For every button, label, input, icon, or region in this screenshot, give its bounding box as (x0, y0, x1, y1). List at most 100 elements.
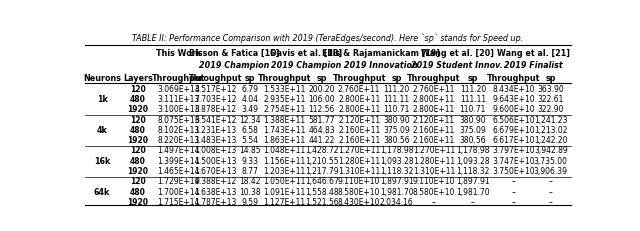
Text: 1.310E+11: 1.310E+11 (338, 167, 380, 176)
Text: 480: 480 (130, 188, 146, 197)
Text: 9.110E+10: 9.110E+10 (413, 177, 455, 186)
Text: 3.111E+13: 3.111E+13 (157, 95, 200, 104)
Text: 1,897.91: 1,897.91 (456, 177, 490, 186)
Text: –: – (549, 188, 553, 197)
Text: 2.800E+11: 2.800E+11 (338, 95, 380, 104)
Text: 1.729E+14: 1.729E+14 (157, 177, 200, 186)
Text: 12.34: 12.34 (239, 116, 261, 125)
Text: 2.160E+11: 2.160E+11 (338, 136, 380, 145)
Text: –: – (511, 177, 515, 186)
Text: 1,118.32: 1,118.32 (456, 167, 490, 176)
Text: 1,521.56: 1,521.56 (305, 198, 339, 207)
Text: 1.497E+14: 1.497E+14 (157, 146, 200, 155)
Text: 1.700E+14: 1.700E+14 (157, 188, 200, 197)
Text: Throughput: Throughput (258, 74, 311, 83)
Text: 1,217.79: 1,217.79 (305, 167, 339, 176)
Text: 3.100E+13: 3.100E+13 (157, 105, 200, 114)
Text: 2,034.16: 2,034.16 (380, 198, 413, 207)
Text: 1.156E+11: 1.156E+11 (263, 157, 305, 166)
Text: 1,178.98: 1,178.98 (380, 146, 413, 155)
Text: –: – (549, 177, 553, 186)
Text: –: – (432, 198, 436, 207)
Text: 1.483E+13: 1.483E+13 (195, 136, 237, 145)
Text: 120: 120 (130, 146, 146, 155)
Text: sp: sp (317, 74, 327, 83)
Text: –: – (471, 198, 475, 207)
Text: 1.048E+11: 1.048E+11 (263, 146, 305, 155)
Text: 9.643E+10: 9.643E+10 (492, 95, 534, 104)
Text: 1,428.72: 1,428.72 (305, 146, 339, 155)
Text: 1,093.28: 1,093.28 (456, 157, 490, 166)
Text: 1,558.48: 1,558.48 (305, 188, 339, 197)
Text: 10.38: 10.38 (239, 188, 261, 197)
Text: 8.220E+13: 8.220E+13 (157, 136, 200, 145)
Text: 2.120E+11: 2.120E+11 (413, 116, 455, 125)
Text: 1.399E+14: 1.399E+14 (157, 157, 200, 166)
Text: 1920: 1920 (127, 167, 148, 176)
Text: Throughput: Throughput (407, 74, 461, 83)
Text: 2019 Innovation: 2019 Innovation (344, 61, 418, 70)
Text: 1.388E+11: 1.388E+11 (263, 116, 305, 125)
Text: sp: sp (545, 74, 556, 83)
Text: 3,942.89: 3,942.89 (534, 146, 568, 155)
Text: –: – (549, 198, 553, 207)
Text: 120: 120 (130, 116, 146, 125)
Text: Wang et al. [21]: Wang et al. [21] (497, 49, 570, 58)
Text: 2.160E+11: 2.160E+11 (413, 136, 455, 145)
Text: 380.90: 380.90 (460, 116, 486, 125)
Text: 1.270E+11: 1.270E+11 (413, 146, 455, 155)
Text: 1,241.23: 1,241.23 (534, 116, 568, 125)
Text: This Work: This Work (156, 49, 201, 58)
Text: 14.85: 14.85 (239, 146, 261, 155)
Text: 2.800E+11: 2.800E+11 (413, 95, 455, 104)
Text: 8.434E+10: 8.434E+10 (492, 85, 534, 94)
Text: 4.517E+12: 4.517E+12 (195, 85, 237, 94)
Text: 2.800E+11: 2.800E+11 (413, 105, 455, 114)
Text: 8.878E+12: 8.878E+12 (195, 105, 237, 114)
Text: 375.09: 375.09 (383, 126, 410, 135)
Text: 1,646.67: 1,646.67 (305, 177, 339, 186)
Text: 106.00: 106.00 (308, 95, 335, 104)
Text: 3,735.00: 3,735.00 (534, 157, 568, 166)
Text: 1.280E+11: 1.280E+11 (413, 157, 455, 166)
Text: 1.670E+13: 1.670E+13 (195, 167, 237, 176)
Text: 2.160E+11: 2.160E+11 (338, 126, 380, 135)
Text: 1.008E+13: 1.008E+13 (195, 146, 237, 155)
Text: 9.388E+12: 9.388E+12 (195, 177, 237, 186)
Text: sp: sp (391, 74, 402, 83)
Text: 1.787E+13: 1.787E+13 (195, 198, 237, 207)
Text: 480: 480 (130, 95, 146, 104)
Text: 375.09: 375.09 (460, 126, 486, 135)
Text: 1920: 1920 (127, 136, 148, 145)
Text: 8.102E+13: 8.102E+13 (157, 126, 200, 135)
Text: 1k: 1k (97, 95, 108, 104)
Text: 2.754E+11: 2.754E+11 (263, 105, 305, 114)
Text: 1.127E+11: 1.127E+11 (263, 198, 305, 207)
Text: Throughput: Throughput (152, 74, 205, 83)
Text: 1,981.70: 1,981.70 (456, 188, 490, 197)
Text: 1.091E+11: 1.091E+11 (263, 188, 305, 197)
Text: 3.069E+13: 3.069E+13 (157, 85, 200, 94)
Text: sp: sp (468, 74, 478, 83)
Text: 380.90: 380.90 (383, 116, 410, 125)
Text: Neurons: Neurons (83, 74, 121, 83)
Text: 1,118.32: 1,118.32 (380, 167, 413, 176)
Text: 6.506E+10: 6.506E+10 (492, 116, 534, 125)
Text: 1.533E+11: 1.533E+11 (263, 85, 305, 94)
Text: 18.42: 18.42 (239, 177, 261, 186)
Text: 9.600E+10: 9.600E+10 (492, 105, 534, 114)
Text: Throughput: Throughput (486, 74, 540, 83)
Text: 363.90: 363.90 (538, 85, 564, 94)
Text: 8.430E+10: 8.430E+10 (338, 198, 380, 207)
Text: 1920: 1920 (127, 198, 148, 207)
Text: Bisson & Fatica [16]: Bisson & Fatica [16] (189, 49, 280, 58)
Text: 8.580E+10: 8.580E+10 (338, 188, 380, 197)
Text: 1,178.98: 1,178.98 (456, 146, 490, 155)
Text: 112.56: 112.56 (308, 105, 335, 114)
Text: 1.500E+13: 1.500E+13 (195, 157, 237, 166)
Text: 9.110E+10: 9.110E+10 (338, 177, 380, 186)
Text: 1.231E+13: 1.231E+13 (195, 126, 237, 135)
Text: 16k: 16k (94, 157, 110, 166)
Text: TABLE II: Performance Comparison with 2019 (TeraEdges/second). Here `sp` stands : TABLE II: Performance Comparison with 20… (132, 33, 524, 43)
Text: 441.22: 441.22 (308, 136, 335, 145)
